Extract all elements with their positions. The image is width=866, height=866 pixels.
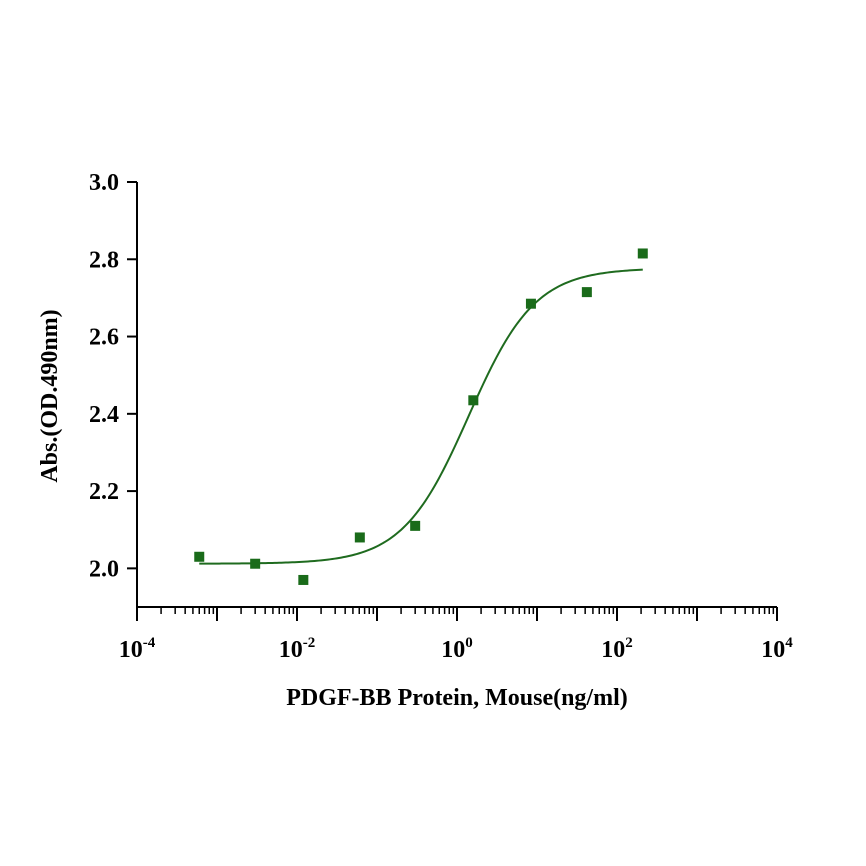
data-point bbox=[581, 287, 592, 298]
axes bbox=[136, 182, 777, 608]
fit-curve bbox=[199, 268, 643, 565]
y-tick-label: 2.2 bbox=[89, 479, 119, 505]
x-axis-title: PDGF-BB Protein, Mouse(ng/ml) bbox=[286, 685, 628, 711]
x-axis-ticks: 10-4 10-2 100 102 104 bbox=[119, 607, 793, 663]
x-tick-label: 10-2 bbox=[279, 635, 316, 663]
x-tick-label: 104 bbox=[761, 635, 793, 663]
x-tick-label: 10-4 bbox=[119, 635, 156, 663]
data-point bbox=[468, 395, 479, 406]
y-tick-label: 2.0 bbox=[89, 556, 119, 582]
data-point bbox=[410, 520, 421, 531]
data-point bbox=[250, 558, 261, 569]
data-point bbox=[194, 551, 205, 562]
data-point bbox=[354, 532, 365, 543]
y-axis-title: Abs.(OD.490nm) bbox=[37, 309, 63, 482]
y-tick-label: 2.6 bbox=[89, 325, 119, 351]
x-tick-label: 100 bbox=[441, 635, 473, 663]
y-tick-label: 2.8 bbox=[89, 247, 119, 273]
data-points bbox=[194, 248, 648, 585]
data-point bbox=[298, 574, 309, 585]
y-tick-label: 3.0 bbox=[89, 170, 119, 196]
data-point bbox=[525, 298, 536, 309]
data-point bbox=[637, 248, 648, 259]
x-tick-label: 102 bbox=[601, 635, 633, 663]
y-tick-label: 2.4 bbox=[89, 402, 119, 428]
y-axis-ticks: 2.0 2.2 2.4 2.6 2.8 3.0 bbox=[89, 170, 137, 582]
